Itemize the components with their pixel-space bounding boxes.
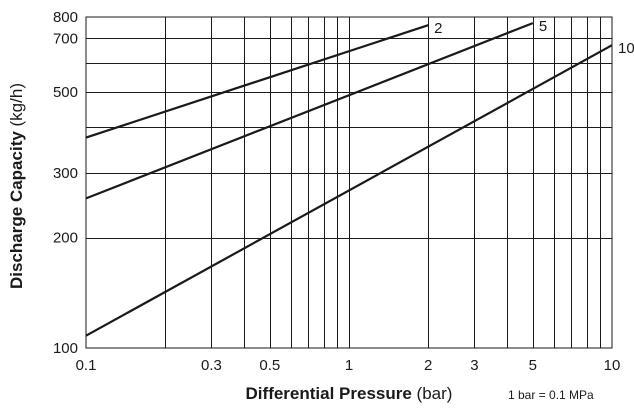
- series-label-10: 10: [618, 40, 634, 57]
- y-axis-title-unit: (kg/h): [7, 83, 26, 131]
- unit-note: 1 bar = 0.1 MPa: [508, 388, 594, 402]
- x-tick-label: 2: [424, 357, 432, 374]
- x-tick-label: 1: [345, 357, 353, 374]
- plot-frame: [85, 16, 613, 349]
- series-label-5: 5: [539, 18, 547, 35]
- series-line-2: [85, 24, 429, 139]
- y-axis-title-bold: Discharge Capacity: [7, 131, 26, 289]
- y-tick-label: 100: [53, 340, 78, 357]
- series-lines: [85, 22, 613, 337]
- x-tick-label: 0.5: [259, 357, 280, 374]
- x-tick-label: 0.3: [201, 357, 222, 374]
- x-tick-label: 3: [470, 357, 478, 374]
- x-axis-title-unit: (bar): [412, 384, 453, 403]
- y-tick-label: 300: [53, 165, 78, 182]
- x-tick-label: 0.1: [76, 357, 97, 374]
- y-tick-label: 700: [53, 30, 78, 47]
- series-label-2: 2: [434, 20, 442, 37]
- y-axis-title: Discharge Capacity (kg/h): [7, 83, 26, 289]
- series-line-5: [85, 22, 534, 200]
- series-line-10: [85, 44, 613, 337]
- y-tick-label: 200: [53, 230, 78, 247]
- tick-labels: 0.1 0.3 0.5 1 2 3 5 10 100 200 300 500 700 800: [53, 9, 620, 374]
- x-axis-title: Differential Pressure (bar): [246, 384, 453, 403]
- x-tick-label: 10: [604, 357, 621, 374]
- y-tick-label: 800: [53, 9, 78, 26]
- grid: [86, 17, 612, 348]
- x-tick-label: 5: [529, 357, 537, 374]
- series-labels: 2 5 10: [434, 18, 634, 57]
- y-tick-label: 500: [53, 84, 78, 101]
- x-axis-title-bold: Differential Pressure: [246, 384, 412, 403]
